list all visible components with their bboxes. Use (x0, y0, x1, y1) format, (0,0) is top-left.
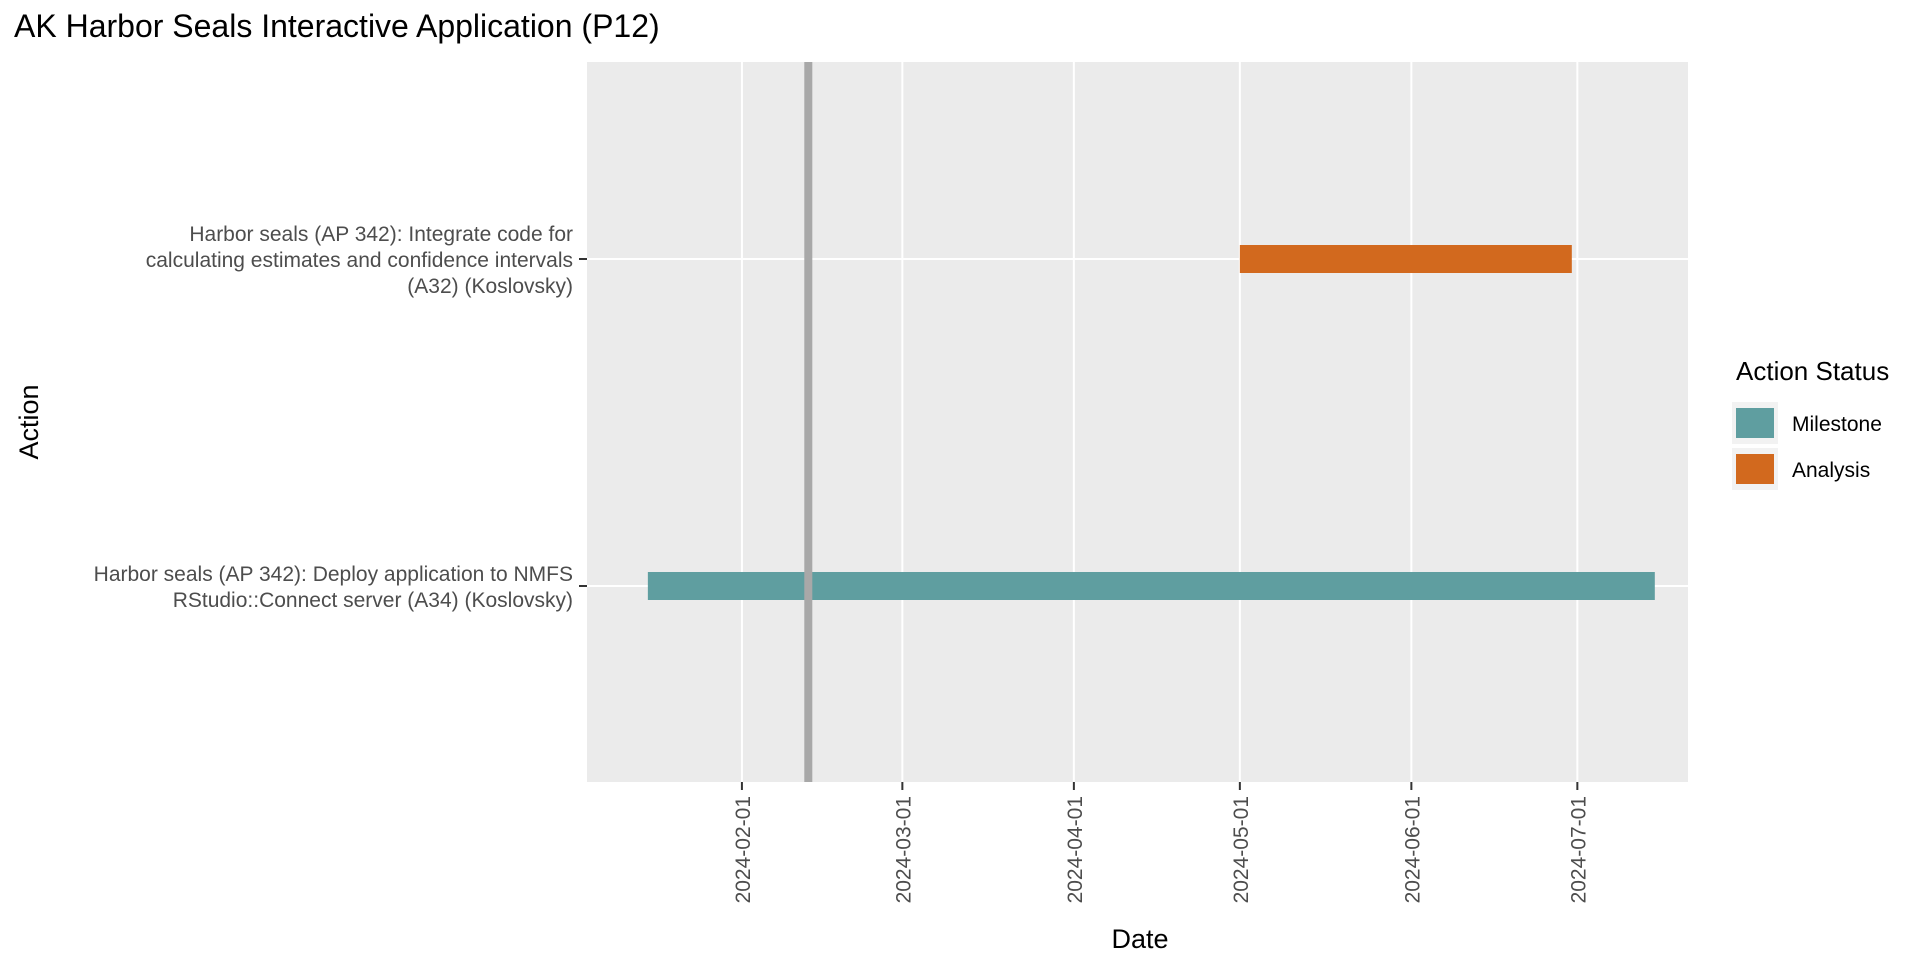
y-tick-label: Harbor seals (AP 342): Integrate code fo… (189, 223, 573, 246)
y-tick-label: calculating estimates and confidence int… (146, 249, 573, 272)
plot-panel (587, 62, 1688, 782)
x-tick-label: 2024-07-01 (1567, 796, 1590, 903)
legend-swatch-analysis (1736, 454, 1774, 484)
x-tick-label: 2024-04-01 (1064, 796, 1087, 903)
x-tick-label: 2024-05-01 (1230, 796, 1253, 903)
task-bar-analysis (1239, 245, 1572, 273)
x-axis-title: Date (1111, 924, 1168, 954)
y-tick-label: (A32) (Koslovsky) (407, 275, 573, 298)
x-tick-label: 2024-06-01 (1401, 796, 1424, 903)
y-tick-label: Harbor seals (AP 342): Deploy applicatio… (94, 563, 573, 586)
x-tick-label: 2024-03-01 (892, 796, 915, 903)
x-tick-label: 2024-02-01 (732, 796, 755, 903)
legend-title: Action Status (1736, 356, 1889, 386)
task-bar-milestone (647, 572, 1655, 600)
y-tick-label: RStudio::Connect server (A34) (Koslovsky… (173, 589, 573, 612)
legend-swatch-milestone (1736, 408, 1774, 438)
chart-title: AK Harbor Seals Interactive Application … (14, 8, 660, 44)
legend-label: Analysis (1792, 459, 1870, 482)
y-axis-title: Action (14, 384, 44, 459)
legend-label: Milestone (1792, 413, 1882, 436)
